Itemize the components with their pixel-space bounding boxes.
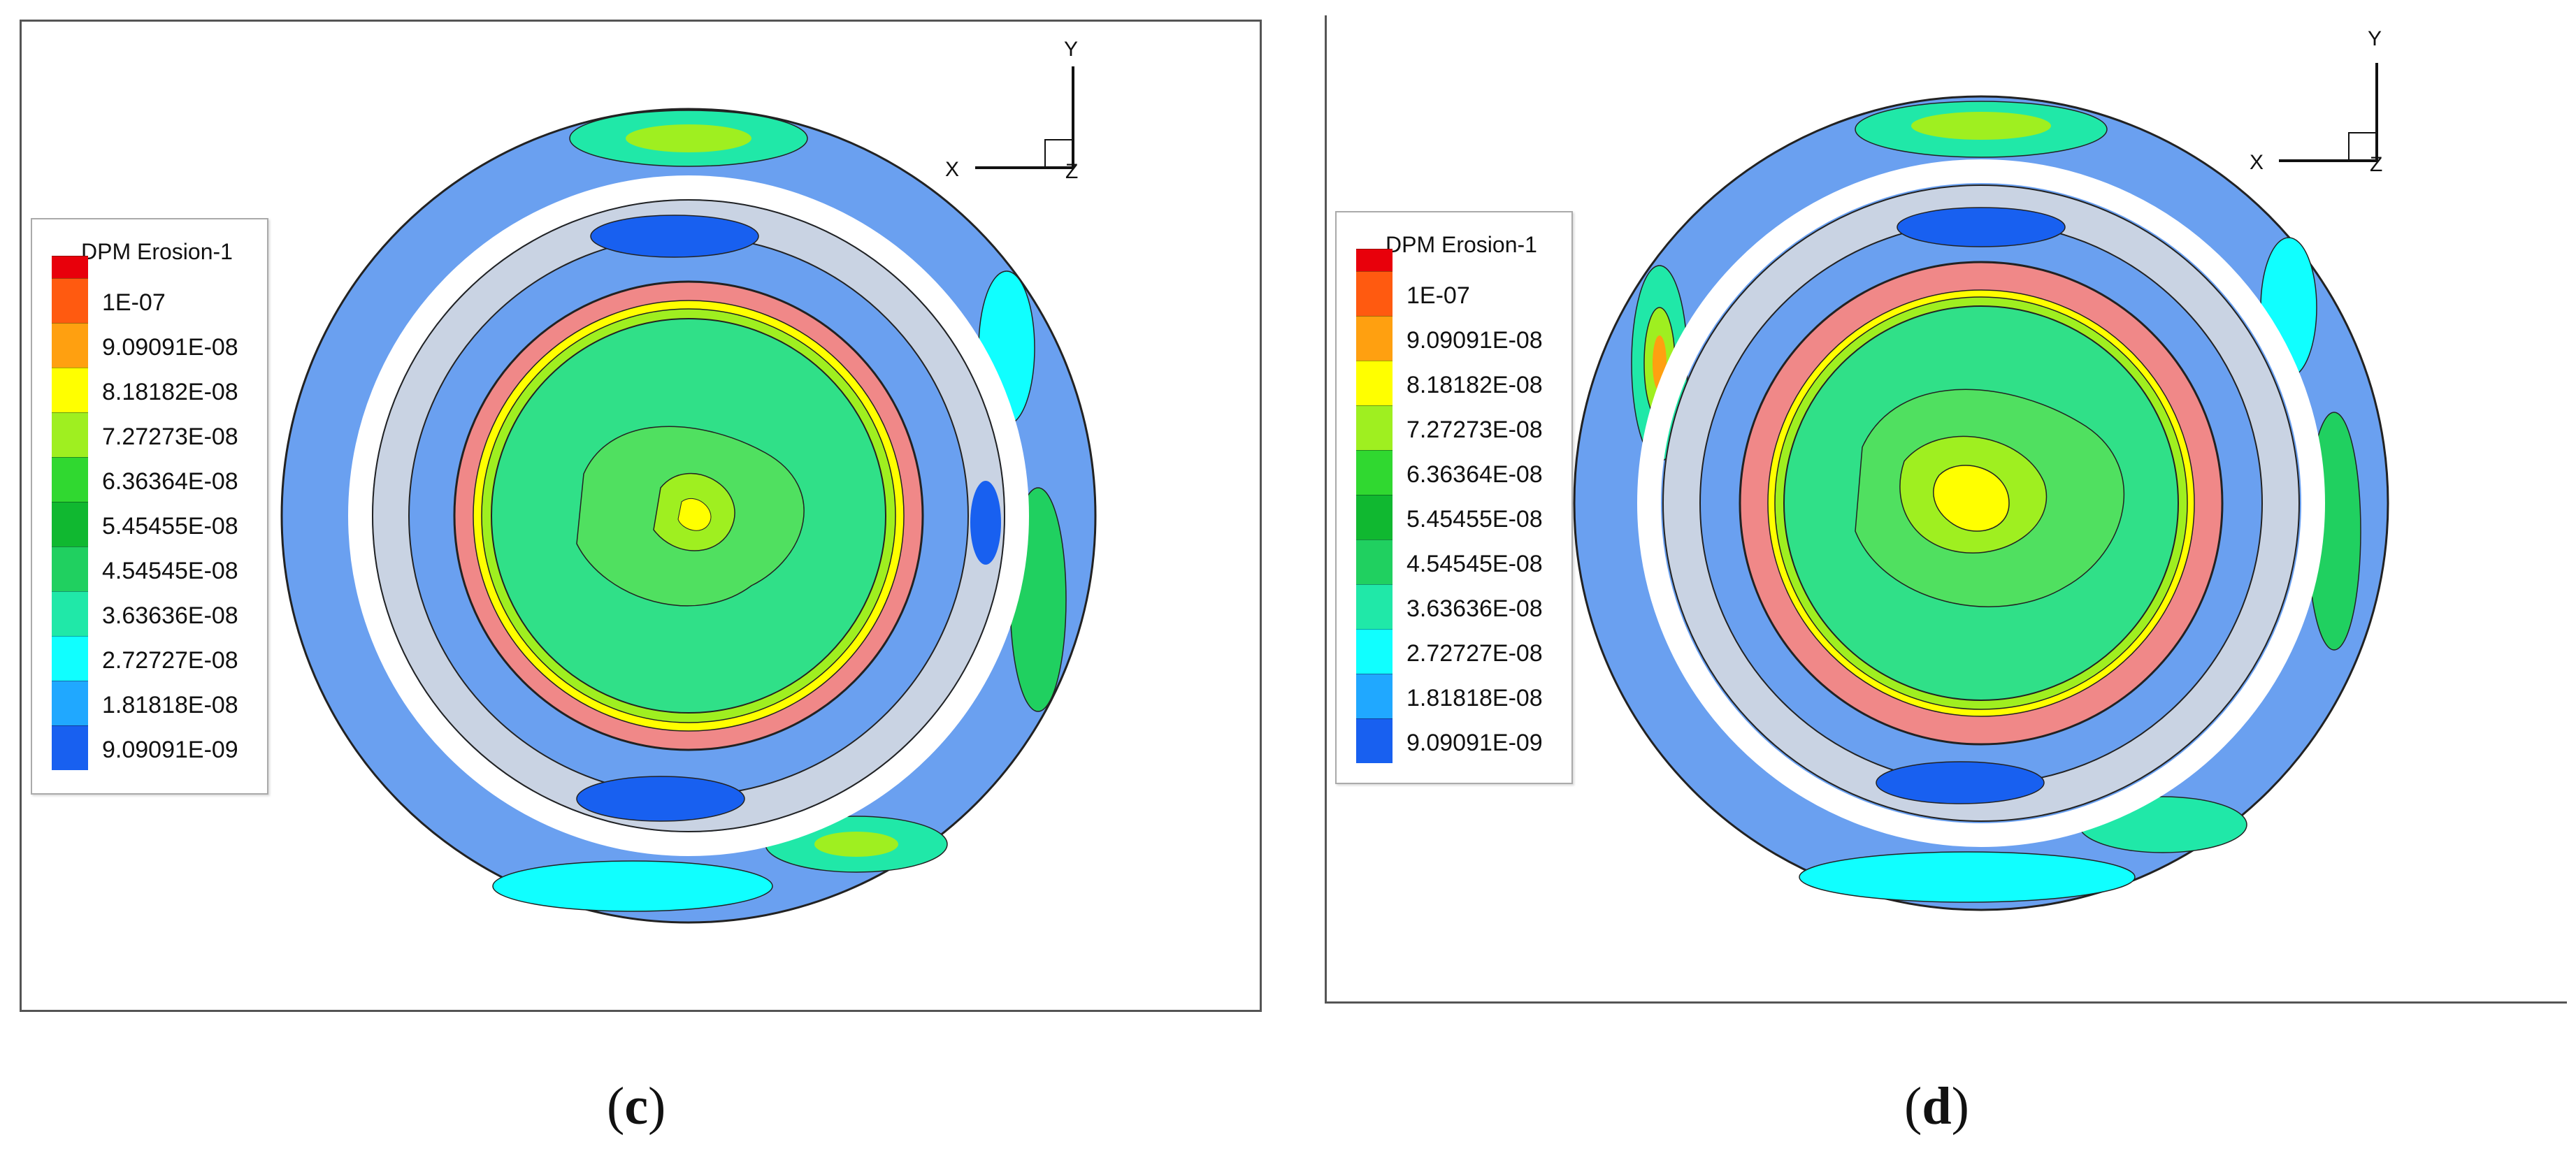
legend-level-label: 9.09091E-09 [1406, 730, 1543, 756]
legend-level-label: 5.45455E-08 [1406, 506, 1543, 533]
legend-title: DPM Erosion-1 [1386, 232, 1537, 257]
legend-swatch [52, 412, 88, 457]
legend-level-label: 1E-07 [1406, 282, 1470, 309]
axis-z-label: Z [1065, 160, 1078, 183]
legend-level-label: 9.09091E-08 [102, 334, 238, 361]
legend-swatch [1356, 718, 1393, 763]
legend-swatch [52, 546, 88, 591]
caption-open-paren: ( [607, 1077, 625, 1136]
legend-swatch [1356, 540, 1393, 584]
legend-title: DPM Erosion-1 [81, 239, 233, 264]
legend-swatch [52, 368, 88, 412]
legend-level-label: 9.09091E-08 [1406, 327, 1543, 354]
axis-y-label: Y [1064, 38, 1078, 61]
legend-level-label: 4.54545E-08 [1406, 551, 1543, 577]
legend-level-label: 1E-07 [102, 289, 166, 316]
legend-item: 5.45455E-08 [52, 502, 275, 546]
legend-level-label: 3.63636E-08 [102, 602, 238, 629]
legend-item: 2.72727E-08 [52, 636, 275, 681]
legend-item: 7.27273E-08 [52, 412, 275, 457]
coordinate-triad: Y X Z [945, 38, 1078, 183]
legend-level-label: 1.81818E-08 [102, 692, 238, 718]
legend-swatch [52, 725, 88, 770]
legend-level-label: 1.81818E-08 [1406, 685, 1543, 711]
legend-item: 9.09091E-08 [1356, 316, 1580, 361]
erosion-contour-disk [1573, 95, 2389, 911]
legend-item: 9.09091E-09 [52, 725, 275, 770]
legend-swatch [1356, 316, 1393, 361]
panel-c-caption: (c) [607, 1076, 665, 1137]
legend-swatch [1356, 361, 1393, 405]
legend-item: 8.18182E-08 [52, 368, 275, 412]
legend-item: 5.45455E-08 [1356, 495, 1580, 540]
panel-d-contour-plot: Y X Z [1573, 27, 2389, 911]
legend-item: 9.09091E-08 [52, 323, 275, 368]
legend-swatch [52, 457, 88, 502]
legend-level-label: 8.18182E-08 [102, 379, 238, 405]
caption-close-paren: ) [1951, 1077, 1969, 1136]
panel-d-legend: DPM Erosion-1 1E-07 9.09091E-08 8.18182E-0… [1335, 211, 1573, 784]
panel-c-contour-plot: Y X Z [280, 38, 1097, 924]
legend-level-label: 7.27273E-08 [1406, 417, 1543, 443]
legend-swatch [1356, 495, 1393, 540]
legend-item: 1.81818E-08 [1356, 674, 1580, 718]
legend-item: 2.72727E-08 [1356, 629, 1580, 674]
legend-level-label: 2.72727E-08 [102, 647, 238, 674]
legend-level-label: 5.45455E-08 [102, 513, 238, 540]
caption-letter: c [624, 1077, 649, 1136]
legend-swatch [52, 256, 88, 278]
caption-letter: d [1922, 1077, 1952, 1136]
legend-level-label: 7.27273E-08 [102, 424, 238, 450]
legend-item: 1.81818E-08 [52, 681, 275, 725]
legend-swatch [52, 636, 88, 681]
legend-swatch [52, 323, 88, 368]
legend-swatch [1356, 450, 1393, 495]
erosion-contour-disk [280, 108, 1097, 924]
legend-item: 4.54545E-08 [1356, 540, 1580, 584]
caption-open-paren: ( [1904, 1077, 1922, 1136]
legend-level-label: 8.18182E-08 [1406, 372, 1543, 398]
legend-level-label: 2.72727E-08 [1406, 640, 1543, 667]
legend-swatch [52, 591, 88, 636]
panel-c-legend: DPM Erosion-1 1E-07 9.09091E-08 8.18182E-0… [31, 218, 268, 795]
coordinate-triad: Y X Z [2250, 27, 2382, 176]
legend-level-label: 3.63636E-08 [1406, 595, 1543, 622]
legend-swatch [1356, 249, 1393, 271]
panel-d-caption: (d) [1904, 1076, 1969, 1137]
legend-swatch [1356, 674, 1393, 718]
axis-y-label: Y [2368, 27, 2382, 50]
legend-level-label: 9.09091E-09 [102, 737, 238, 763]
legend-item: 9.09091E-09 [1356, 718, 1580, 763]
legend-swatch [52, 681, 88, 725]
legend-swatch [1356, 629, 1393, 674]
legend-item: 1E-07 [52, 278, 275, 323]
legend-item: 3.63636E-08 [52, 591, 275, 636]
legend-item: 8.18182E-08 [1356, 361, 1580, 405]
legend-item: 1E-07 [1356, 271, 1580, 316]
legend-swatch [1356, 405, 1393, 450]
legend-swatch [52, 278, 88, 323]
legend-swatch [1356, 271, 1393, 316]
legend-swatch [1356, 584, 1393, 629]
axis-x-label: X [945, 158, 959, 181]
legend-item: 6.36364E-08 [1356, 450, 1580, 495]
legend-item: 4.54545E-08 [52, 546, 275, 591]
legend-item: 3.63636E-08 [1356, 584, 1580, 629]
legend-swatch [52, 502, 88, 546]
axis-z-label: Z [2370, 153, 2382, 176]
legend-level-label: 4.54545E-08 [102, 558, 238, 584]
legend-level-label: 6.36364E-08 [102, 468, 238, 495]
caption-close-paren: ) [648, 1077, 666, 1136]
axis-x-label: X [2250, 151, 2264, 174]
legend-level-label: 6.36364E-08 [1406, 461, 1543, 488]
legend-item: 6.36364E-08 [52, 457, 275, 502]
legend-item: 7.27273E-08 [1356, 405, 1580, 450]
